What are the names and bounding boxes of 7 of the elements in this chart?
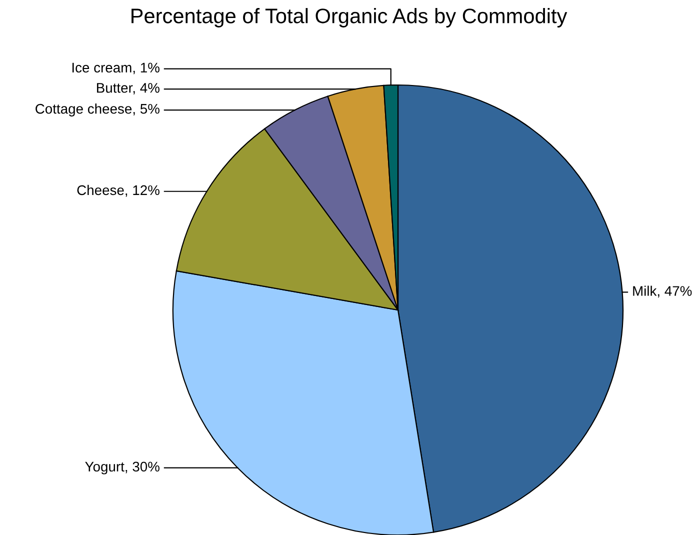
slice-label: Cheese, 12% (77, 184, 160, 197)
slice-label: Yogurt, 30% (85, 462, 160, 474)
chart-title: Percentage of Total Organic Ads by Commodity (132, 8, 568, 28)
slice-label: Butter, 4% (97, 83, 160, 94)
slice-label: Cottage cheese, 5% (36, 104, 160, 116)
slice-label: Ice cream, 1% (72, 62, 160, 74)
slice-label: Milk, 47% (633, 286, 692, 298)
